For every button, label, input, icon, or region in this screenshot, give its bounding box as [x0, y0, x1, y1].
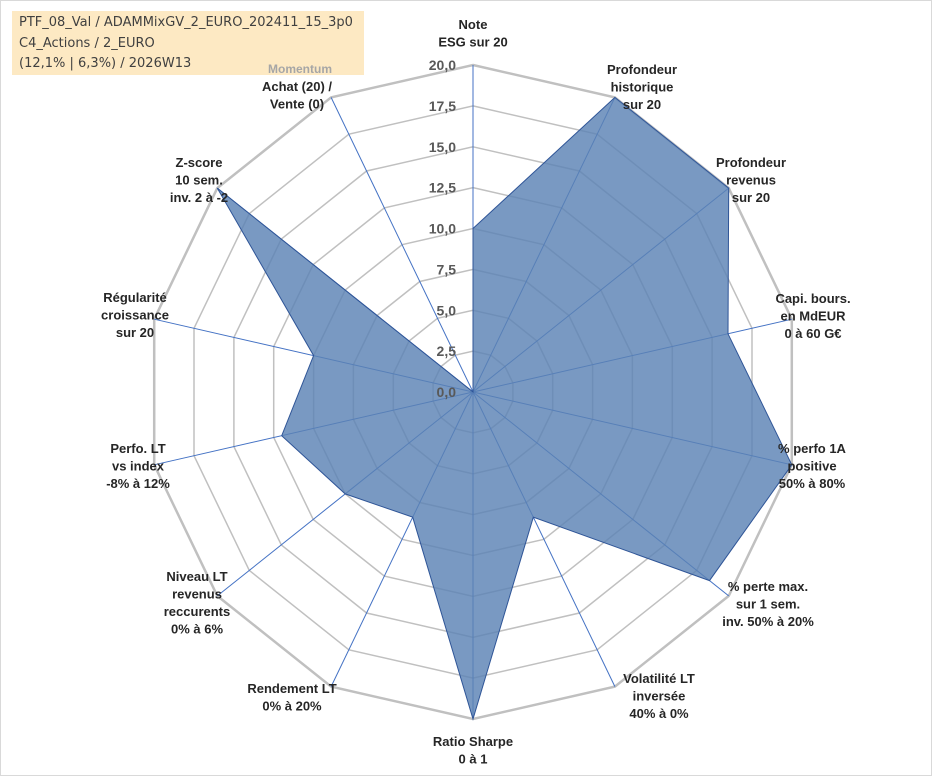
series-area	[216, 96, 793, 721]
axis-label: % perfo 1A positive 50% à 80%	[778, 441, 847, 491]
radar-axis-labels: Note ESG sur 20 Profondeur historique sur 20…	[101, 17, 851, 767]
radar-series	[216, 96, 793, 721]
tick-label: 15,0	[429, 139, 456, 155]
portfolio-class: C4_Actions / 2_EURO	[19, 36, 155, 51]
tick-label: 10,0	[429, 221, 456, 237]
axis-label: Ratio Sharpe 0 à 1	[433, 734, 513, 767]
axis-label: Régularité croissance sur 20	[101, 290, 169, 340]
tick-label: 17,5	[429, 98, 456, 114]
tick-label: 0,0	[437, 384, 457, 400]
axis-label: Rendement LT 0% à 20%	[247, 681, 336, 714]
tick-label: 2,5	[437, 343, 457, 359]
radar-tick-labels: 0,0 2,5 5,0 7,5 10,0 12,5 15,0 17,5 20,0	[429, 57, 456, 400]
axis-spoke	[330, 97, 474, 393]
axis-label: Profondeur revenus sur 20	[716, 155, 786, 205]
tick-label: 5,0	[437, 302, 457, 318]
axis-label: Z-score 10 sem. inv. 2 à -2	[170, 155, 228, 205]
axis-label: Profondeur historique sur 20	[607, 62, 677, 112]
tick-label: 12,5	[429, 180, 456, 196]
axis-label: Perfo. LT vs index -8% à 12%	[106, 441, 170, 491]
tick-label: 7,5	[437, 261, 457, 277]
portfolio-stats: (12,1% | 6,3%) / 2026W13	[19, 56, 192, 71]
axis-label: Volatilité LT inversée 40% à 0%	[623, 671, 695, 721]
axis-label: Note ESG sur 20	[438, 17, 507, 50]
category-note-momentum: Momentum	[268, 62, 332, 76]
tick-label: 20,0	[429, 57, 456, 73]
axis-label: Capi. bours. en MdEUR 0 à 60 G€	[775, 291, 850, 341]
axis-label: Achat (20) / Vente (0)	[262, 79, 332, 112]
axis-label: % perte max. sur 1 sem. inv. 50% à 20%	[722, 579, 814, 629]
axis-label: Niveau LT revenus reccurents 0% à 6%	[164, 569, 230, 637]
portfolio-info-box: PTF_08_Val / ADAMMixGV_2_EURO_202411_15_…	[12, 11, 364, 75]
portfolio-name: PTF_08_Val / ADAMMixGV_2_EURO_202411_15_…	[19, 15, 353, 30]
